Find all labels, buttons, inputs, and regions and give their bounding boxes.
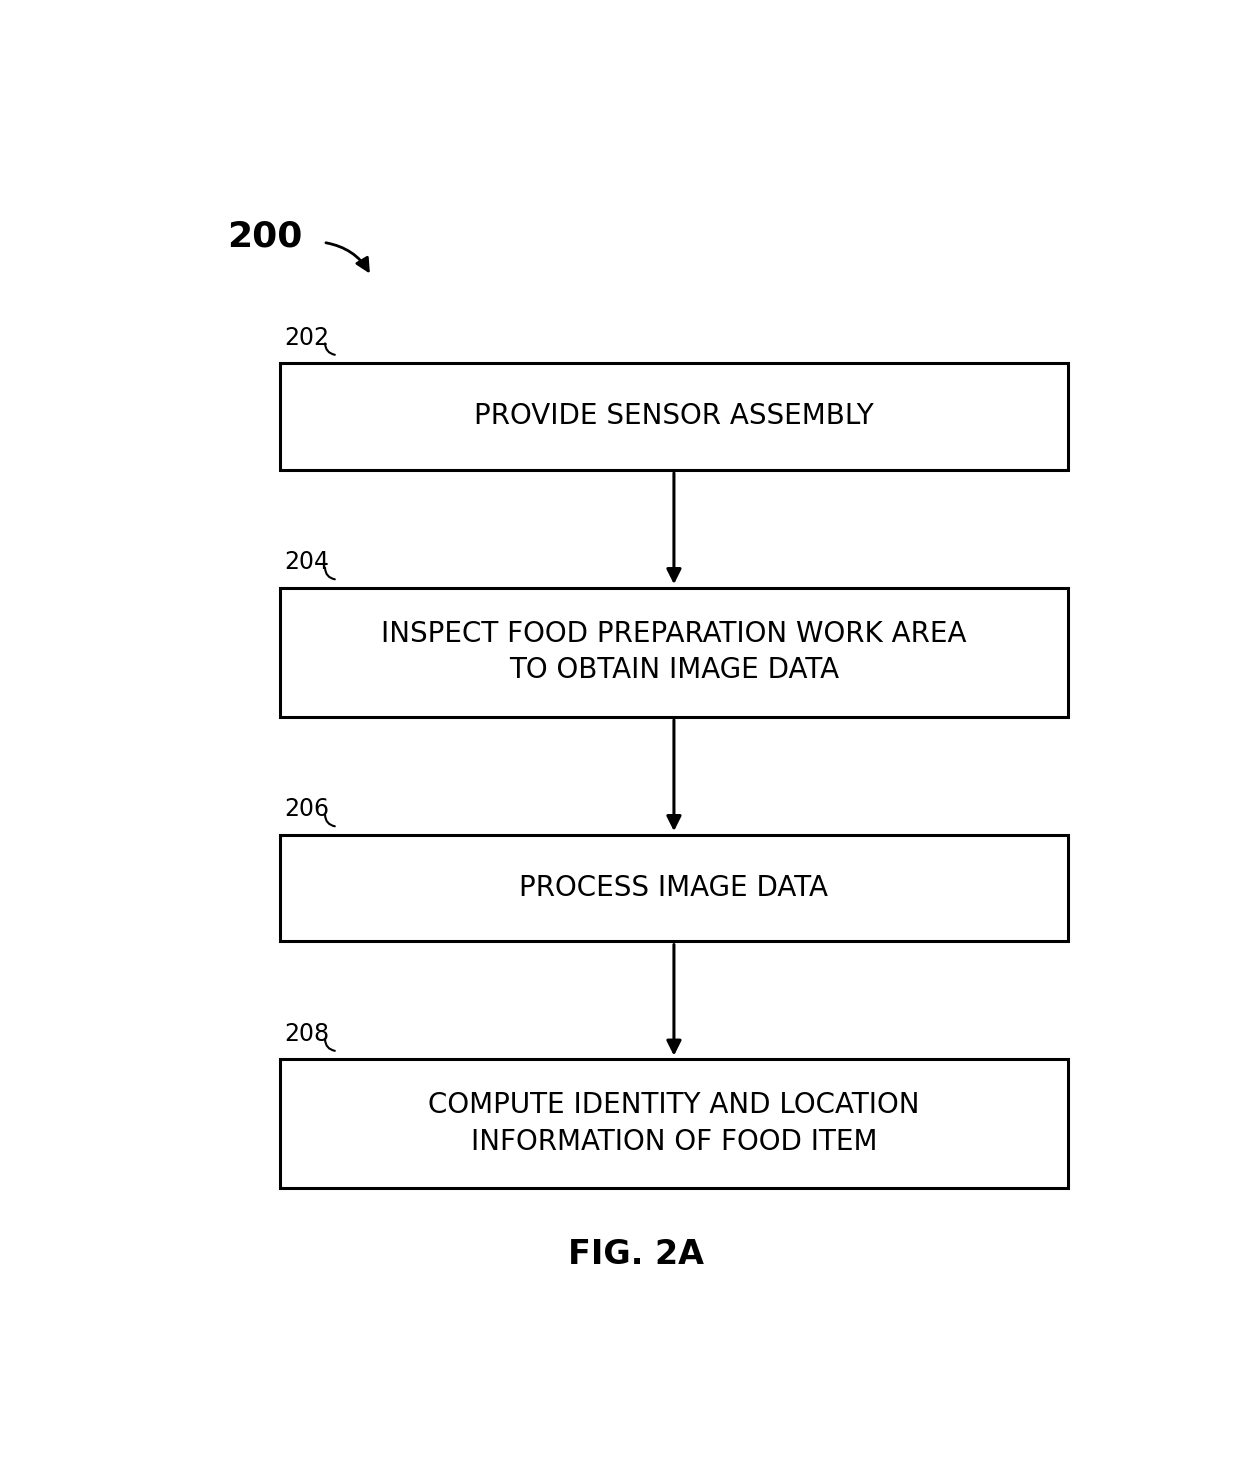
Text: PROVIDE SENSOR ASSEMBLY: PROVIDE SENSOR ASSEMBLY: [474, 402, 874, 430]
Text: COMPUTE IDENTITY AND LOCATION
INFORMATION OF FOOD ITEM: COMPUTE IDENTITY AND LOCATION INFORMATIO…: [428, 1091, 920, 1156]
Text: 202: 202: [285, 325, 330, 350]
Text: FIG. 2A: FIG. 2A: [568, 1238, 703, 1271]
Text: 206: 206: [285, 798, 330, 821]
FancyBboxPatch shape: [280, 363, 1068, 469]
FancyBboxPatch shape: [280, 834, 1068, 942]
FancyBboxPatch shape: [280, 1059, 1068, 1188]
FancyBboxPatch shape: [280, 588, 1068, 717]
Text: INSPECT FOOD PREPARATION WORK AREA
TO OBTAIN IMAGE DATA: INSPECT FOOD PREPARATION WORK AREA TO OB…: [381, 620, 967, 684]
Text: 200: 200: [227, 220, 303, 254]
Text: 204: 204: [285, 550, 330, 574]
Text: 208: 208: [285, 1022, 330, 1045]
Text: PROCESS IMAGE DATA: PROCESS IMAGE DATA: [520, 873, 828, 903]
